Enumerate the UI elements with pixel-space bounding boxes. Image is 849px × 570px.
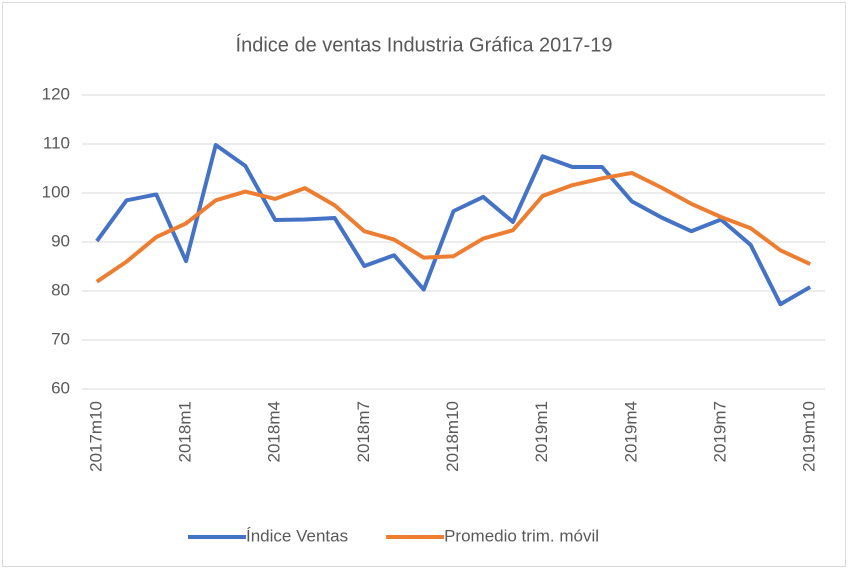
x-tick-label: 2019m1 (532, 401, 551, 462)
x-tick-label: 2018m7 (354, 401, 373, 462)
x-tick-label: 2018m4 (265, 401, 284, 462)
x-tick-label: 2019m10 (800, 401, 819, 472)
legend-label: Índice Ventas (246, 526, 348, 545)
series-line (95, 142, 812, 307)
y-tick-label: 100 (42, 182, 70, 201)
y-tick-label: 70 (51, 329, 70, 348)
x-tick-label: 2017m10 (86, 401, 105, 472)
x-tick-label: 2018m10 (443, 401, 462, 472)
x-tick-label: 2019m7 (710, 401, 729, 462)
x-tick-label: 2018m1 (176, 401, 195, 462)
legend-label: Promedio trim. móvil (444, 526, 599, 545)
y-tick-label: 60 (51, 378, 70, 397)
series-line (95, 170, 811, 284)
y-tick-label: 120 (42, 84, 70, 103)
x-tick-label: 2019m4 (621, 401, 640, 462)
y-tick-label: 80 (51, 280, 70, 299)
y-tick-label: 110 (43, 133, 70, 152)
y-tick-label: 90 (51, 231, 70, 250)
chart-title: Índice de ventas Industria Gráfica 2017-… (236, 33, 613, 56)
